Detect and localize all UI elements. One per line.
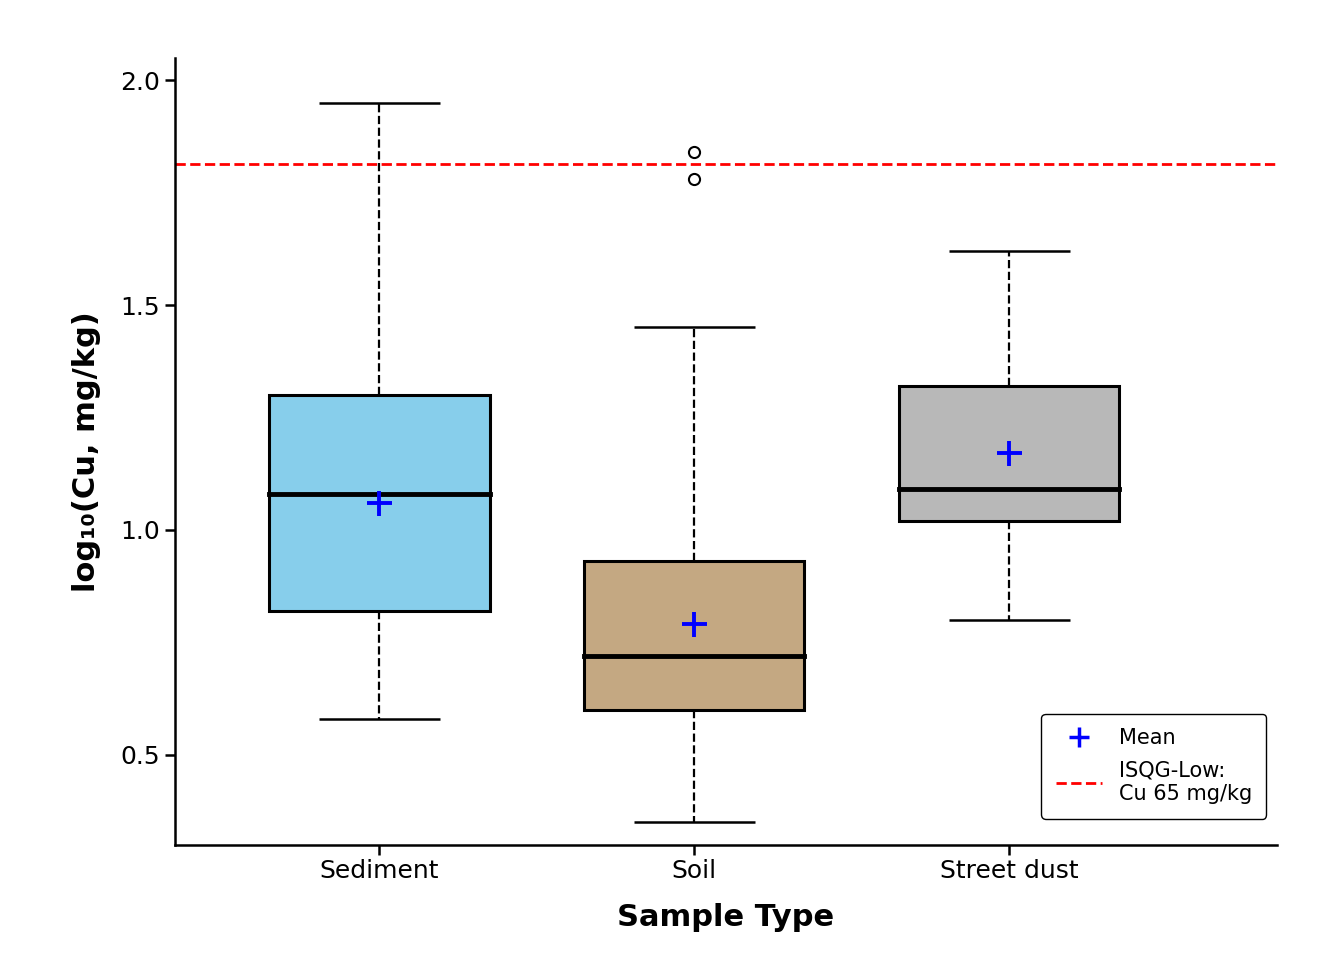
Bar: [899, 386, 1120, 521]
Legend: Mean, ISQG-Low:
Cu 65 mg/kg: Mean, ISQG-Low: Cu 65 mg/kg: [1042, 714, 1266, 819]
Y-axis label: log₁₀(Cu, mg/kg): log₁₀(Cu, mg/kg): [71, 311, 101, 591]
Bar: [269, 395, 489, 611]
X-axis label: Sample Type: Sample Type: [617, 902, 835, 932]
Bar: [585, 562, 805, 709]
